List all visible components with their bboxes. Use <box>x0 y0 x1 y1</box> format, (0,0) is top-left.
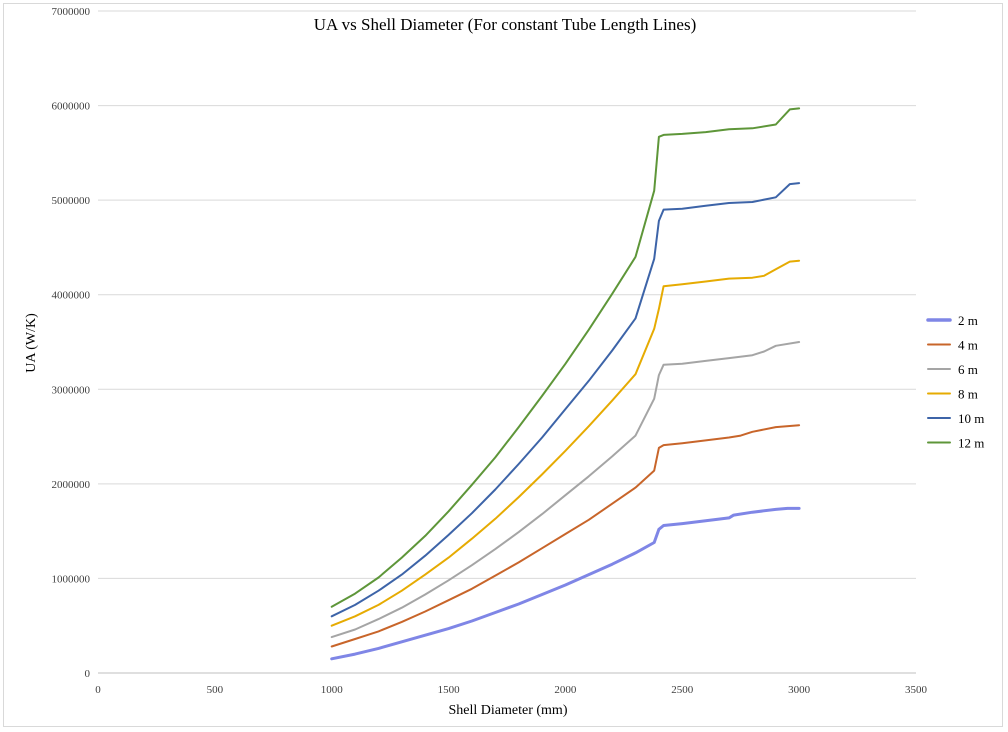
legend-label: 12 m <box>958 436 984 451</box>
y-tick-label: 4000000 <box>52 290 91 302</box>
legend-label: 2 m <box>958 313 978 328</box>
y-tick-label: 1000000 <box>52 573 91 585</box>
series-line <box>330 107 801 608</box>
x-tick-label: 0 <box>95 684 101 696</box>
series-line <box>330 182 801 618</box>
x-tick-label: 2000 <box>554 684 577 696</box>
chart-title: UA vs Shell Diameter (For constant Tube … <box>314 15 696 34</box>
legend-label: 8 m <box>958 387 978 402</box>
y-tick-label: 3000000 <box>52 384 91 396</box>
x-tick-label: 1500 <box>438 684 461 696</box>
legend-label: 4 m <box>958 338 978 353</box>
series-line <box>330 259 801 627</box>
legend-label: 6 m <box>958 362 978 377</box>
y-tick-label: 7000000 <box>52 6 91 18</box>
x-tick-label: 2500 <box>671 684 694 696</box>
x-tick-label: 1000 <box>321 684 344 696</box>
series-line <box>330 341 801 639</box>
y-tick-labels: 0 1000000 2000000 3000000 4000000 5000000 6000… <box>52 6 91 680</box>
series-line <box>330 424 801 648</box>
x-tick-labels: 0 500 1000 1500 2000 2500 3000 3500 <box>95 684 927 696</box>
gridlines <box>98 10 916 579</box>
x-tick-label: 3500 <box>905 684 928 696</box>
series-lines <box>330 107 801 661</box>
series-line <box>330 506 801 661</box>
x-tick-label: 500 <box>207 684 224 696</box>
y-tick-label: 2000000 <box>52 479 91 491</box>
x-tick-label: 3000 <box>788 684 811 696</box>
y-tick-label: 5000000 <box>52 195 91 207</box>
chart-frame <box>3 3 1003 727</box>
y-axis-title: UA (W/K) <box>24 313 39 373</box>
legend: 2 m 4 m 6 m 8 m 10 m 12 m <box>926 313 984 451</box>
legend-label: 10 m <box>958 411 984 426</box>
y-tick-label: 6000000 <box>52 101 91 113</box>
x-axis-title: Shell Diameter (mm) <box>449 703 568 718</box>
y-tick-label: 0 <box>85 668 91 680</box>
